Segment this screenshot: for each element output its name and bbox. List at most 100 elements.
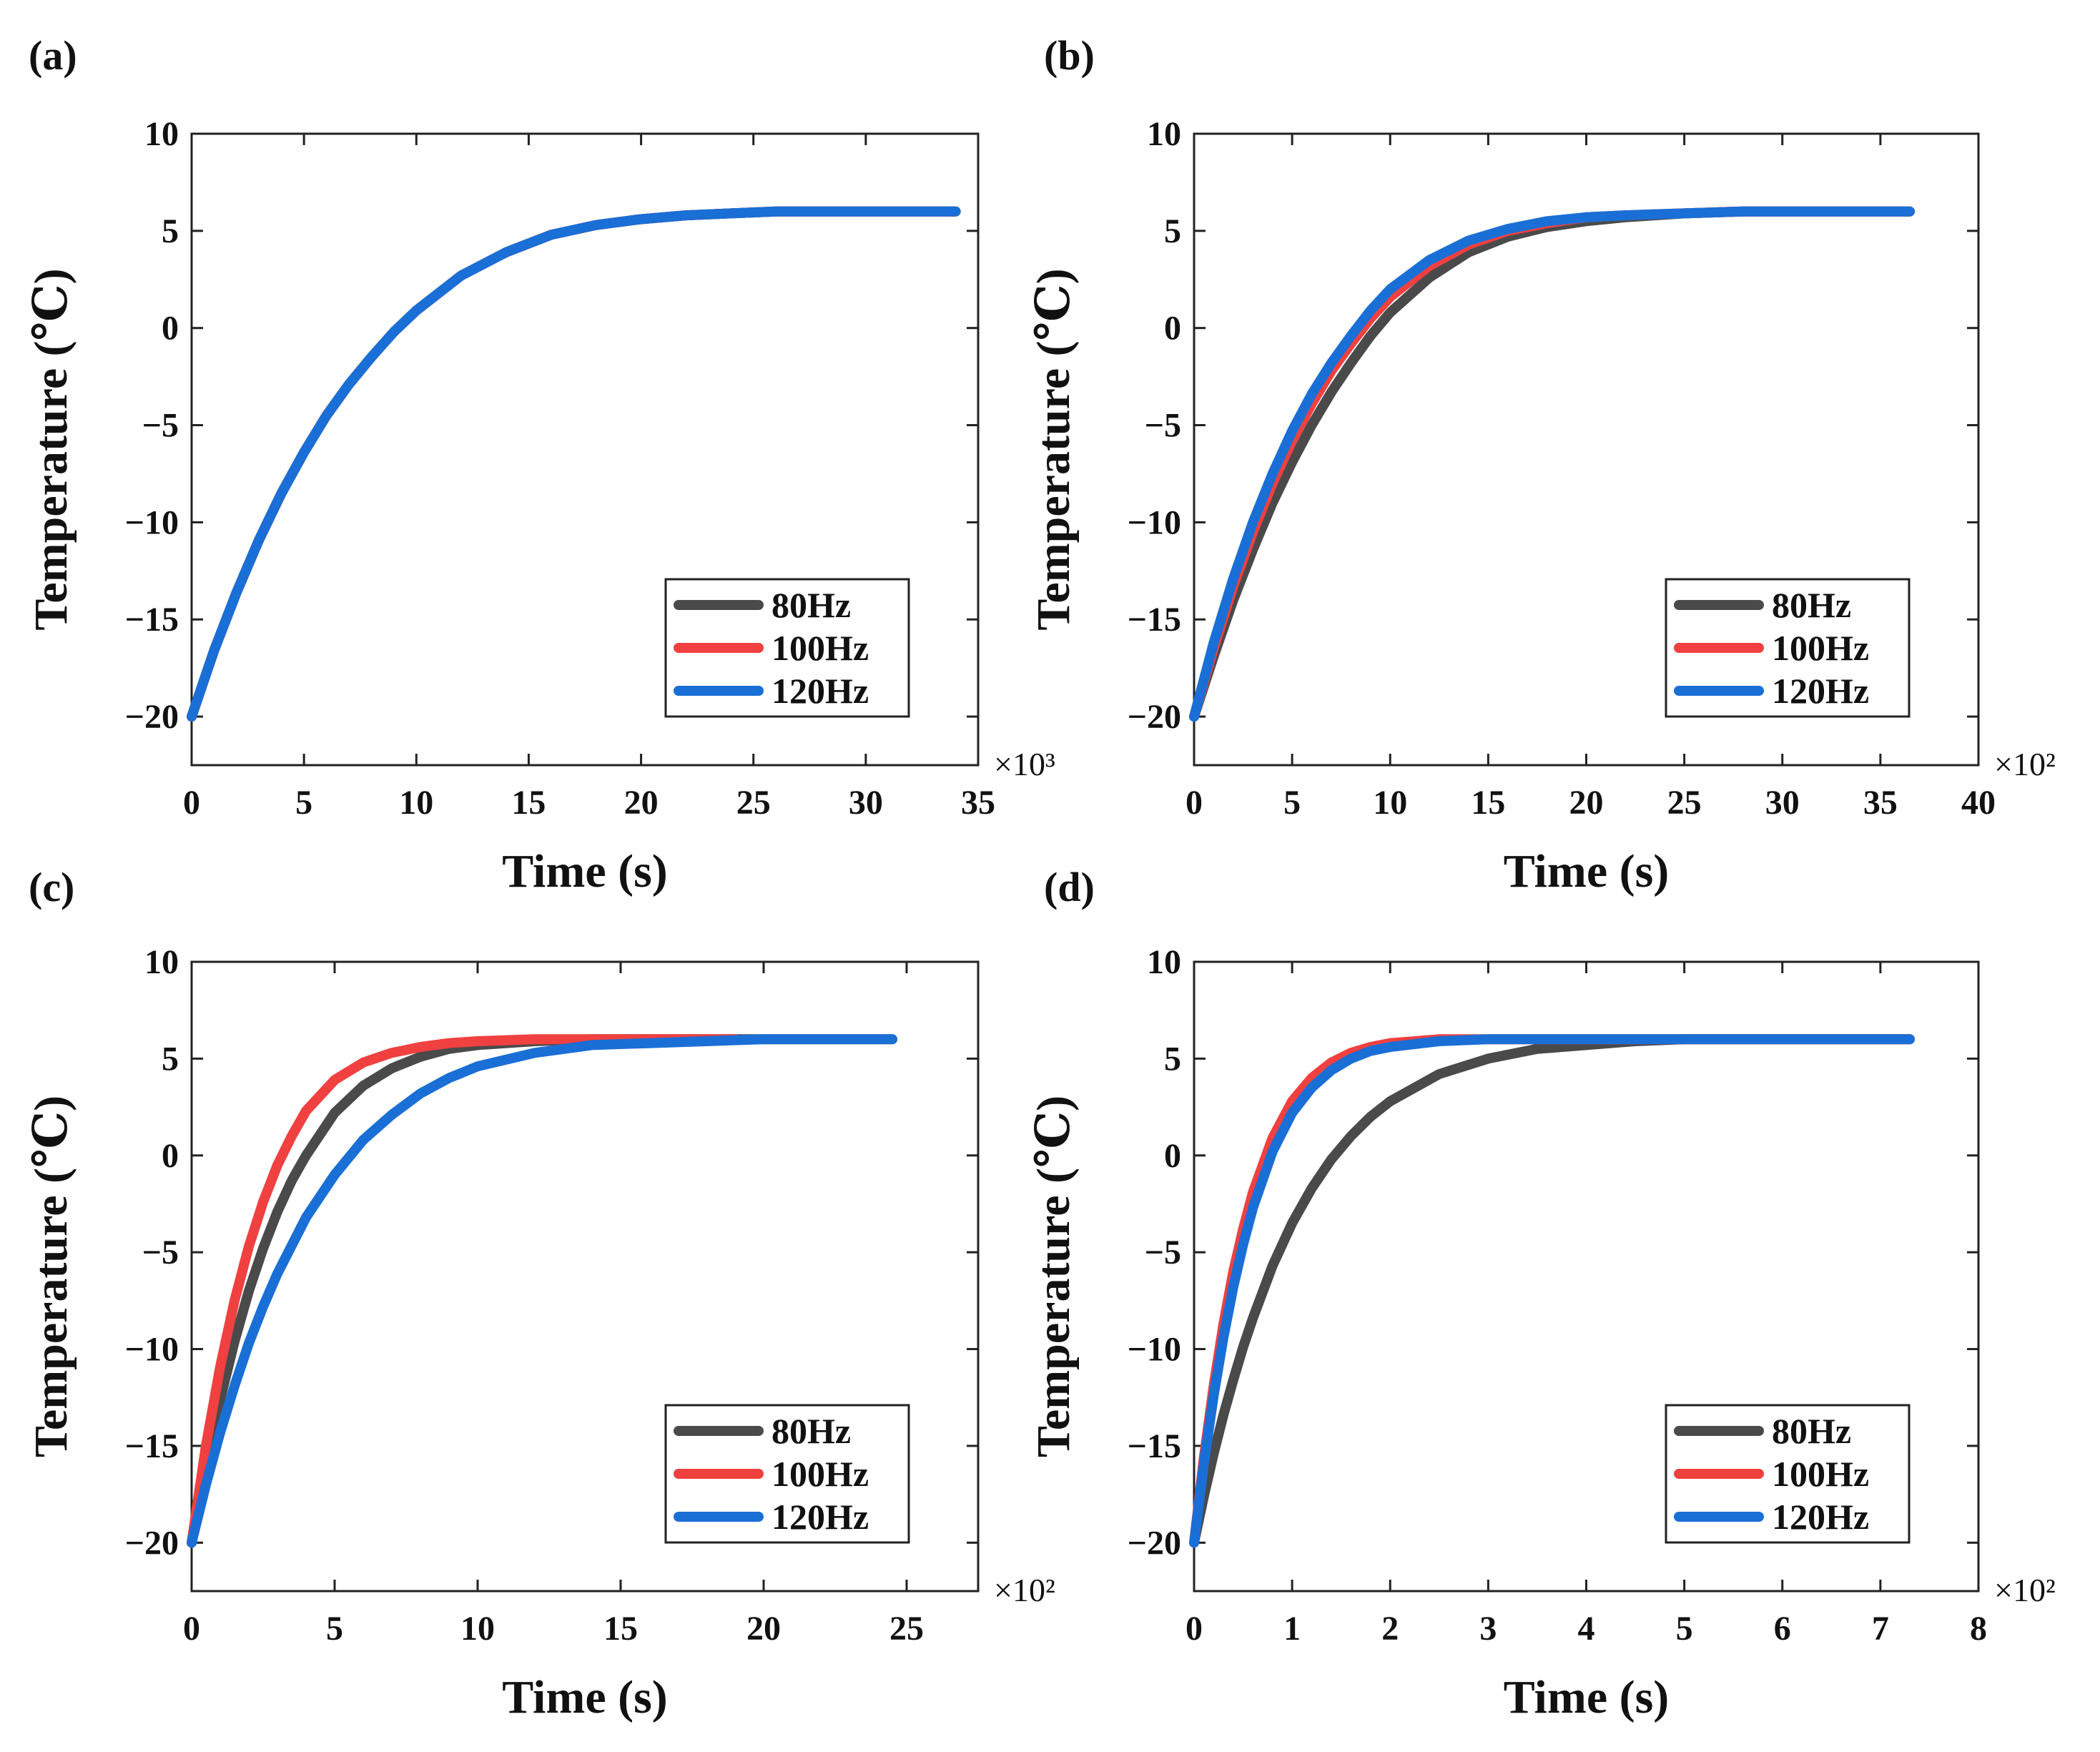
x-tick-label: 15 bbox=[511, 784, 546, 822]
plot-frame bbox=[190, 132, 980, 767]
x-tick-label: 6 bbox=[1774, 1610, 1791, 1648]
chart-panel-1: (a) 10 5 0 −5 −10 −15 −20 0 5 10 15 20 25 30 35×10³ Time… bbox=[25, 32, 1055, 897]
y-tick-label: −10 bbox=[125, 503, 179, 541]
y-tick-label: 5 bbox=[1164, 212, 1181, 250]
x-axis-title: Time (s) bbox=[502, 845, 668, 897]
legend-label-80hz: 80Hz bbox=[1772, 1411, 1851, 1451]
x-multiplier: ×10² bbox=[1994, 746, 2056, 782]
y-tick-label: −10 bbox=[1128, 503, 1181, 541]
legend-label-100hz: 100Hz bbox=[772, 628, 869, 668]
x-multiplier: ×10² bbox=[1994, 1572, 2056, 1608]
x-tick-label: 8 bbox=[1970, 1610, 1987, 1648]
legend-label-120hz: 120Hz bbox=[1772, 671, 1869, 711]
x-tick-label: 25 bbox=[1667, 784, 1702, 822]
x-tick-label: 10 bbox=[460, 1610, 495, 1648]
y-tick-label: −5 bbox=[142, 1234, 179, 1271]
x-multiplier: ×10³ bbox=[994, 746, 1055, 782]
x-axis-title: Time (s) bbox=[1504, 845, 1670, 897]
x-tick-label: 30 bbox=[849, 784, 883, 822]
x-tick-label: 15 bbox=[1471, 784, 1505, 822]
x-tick-label: 5 bbox=[1676, 1610, 1693, 1648]
panel-label: (c) bbox=[29, 864, 74, 910]
legend-label-120hz: 120Hz bbox=[772, 1497, 869, 1537]
y-axis-title: Temperature (℃) bbox=[1027, 268, 1080, 630]
x-tick-label: 30 bbox=[1765, 784, 1800, 822]
panel-label: (a) bbox=[29, 32, 77, 79]
y-tick-label: −5 bbox=[1145, 1234, 1181, 1271]
x-axis-title: Time (s) bbox=[1504, 1671, 1670, 1723]
x-tick-label: 40 bbox=[1961, 784, 1996, 822]
legend-label-120hz: 120Hz bbox=[1772, 1497, 1869, 1537]
series-line-120hz bbox=[1189, 1034, 1915, 1548]
y-tick-label: 10 bbox=[1147, 943, 1181, 981]
legend-label-100hz: 100Hz bbox=[1772, 1454, 1869, 1494]
y-tick-label: −5 bbox=[142, 407, 179, 445]
y-tick-label: 5 bbox=[162, 212, 179, 250]
series-line-100hz bbox=[187, 1034, 740, 1548]
legend-label-100hz: 100Hz bbox=[1772, 628, 1869, 668]
x-multiplier: ×10² bbox=[994, 1572, 1055, 1608]
y-tick-label: 5 bbox=[162, 1040, 179, 1078]
y-tick-label: 10 bbox=[144, 115, 179, 153]
x-tick-label: 5 bbox=[1283, 784, 1301, 822]
x-tick-label: 10 bbox=[399, 784, 433, 822]
x-tick-label: 0 bbox=[183, 784, 200, 822]
x-axis-title: Time (s) bbox=[502, 1671, 668, 1723]
y-tick-label: −20 bbox=[125, 698, 179, 736]
y-tick-label: −15 bbox=[125, 1427, 179, 1465]
x-tick-label: 10 bbox=[1373, 784, 1407, 822]
legend-label-80hz: 80Hz bbox=[1772, 585, 1851, 625]
x-tick-label: 0 bbox=[1185, 784, 1203, 822]
y-tick-label: 0 bbox=[162, 1137, 179, 1175]
chart-panel-2: (b) 10 5 0 −5 −10 −15 −20 0 5 10 15 20 25 30 35 40×10² Ti… bbox=[1027, 32, 2056, 897]
chart-panel-3: (c) 10 5 0 −5 −10 −15 −20 0 5 10 15 20 25 ×10² Time (s)… bbox=[25, 864, 1055, 1723]
x-tick-label: 1 bbox=[1283, 1610, 1301, 1648]
series-line-120hz bbox=[1189, 206, 1915, 722]
y-tick-label: −15 bbox=[125, 601, 179, 639]
y-tick-label: −15 bbox=[1128, 1427, 1181, 1465]
y-tick-label: −20 bbox=[125, 1524, 179, 1562]
x-tick-label: 0 bbox=[1185, 1610, 1203, 1648]
x-tick-label: 4 bbox=[1578, 1610, 1595, 1648]
y-axis-title: Temperature (℃) bbox=[1027, 1096, 1080, 1457]
y-tick-label: 10 bbox=[1147, 115, 1181, 153]
chart-panel-4: (d) 10 5 0 −5 −10 −15 −20 0 1 2 3 4 5 6 7 8×10² Time (s) T… bbox=[1027, 864, 2056, 1723]
legend-label-80hz: 80Hz bbox=[772, 585, 851, 625]
y-tick-label: 0 bbox=[1164, 1137, 1181, 1175]
x-tick-label: 35 bbox=[1863, 784, 1898, 822]
plot-frame bbox=[190, 960, 980, 1593]
y-axis-title: Temperature (℃) bbox=[25, 268, 77, 630]
x-tick-label: 0 bbox=[183, 1610, 200, 1648]
panel-label: (b) bbox=[1044, 32, 1095, 79]
x-tick-label: 20 bbox=[746, 1610, 781, 1648]
x-tick-label: 20 bbox=[1569, 784, 1604, 822]
y-tick-label: −5 bbox=[1145, 407, 1181, 445]
x-tick-label: 25 bbox=[889, 1610, 924, 1648]
y-tick-label: 10 bbox=[144, 943, 179, 981]
y-tick-label: 0 bbox=[162, 310, 179, 348]
legend-label-120hz: 120Hz bbox=[772, 671, 869, 711]
y-tick-label: −10 bbox=[125, 1331, 179, 1369]
y-tick-label: −20 bbox=[1128, 1524, 1181, 1562]
series-line-120hz bbox=[187, 1034, 897, 1548]
x-tick-label: 35 bbox=[961, 784, 995, 822]
x-tick-label: 7 bbox=[1872, 1610, 1889, 1648]
y-tick-label: 5 bbox=[1164, 1040, 1181, 1078]
x-tick-label: 5 bbox=[326, 1610, 343, 1648]
y-tick-label: −15 bbox=[1128, 601, 1181, 639]
y-axis-title: Temperature (℃) bbox=[25, 1096, 77, 1457]
y-tick-label: 0 bbox=[1164, 310, 1181, 348]
x-tick-label: 3 bbox=[1479, 1610, 1497, 1648]
x-tick-label: 2 bbox=[1381, 1610, 1399, 1648]
x-tick-label: 20 bbox=[624, 784, 659, 822]
panel-label: (d) bbox=[1044, 864, 1095, 910]
legend-label-100hz: 100Hz bbox=[772, 1454, 869, 1494]
legend-label-80hz: 80Hz bbox=[772, 1411, 851, 1451]
x-tick-label: 15 bbox=[603, 1610, 638, 1648]
series-line-120hz bbox=[187, 206, 961, 722]
y-tick-label: −10 bbox=[1128, 1331, 1181, 1369]
x-tick-label: 25 bbox=[736, 784, 771, 822]
x-tick-label: 5 bbox=[295, 784, 312, 822]
y-tick-label: −20 bbox=[1128, 698, 1181, 736]
